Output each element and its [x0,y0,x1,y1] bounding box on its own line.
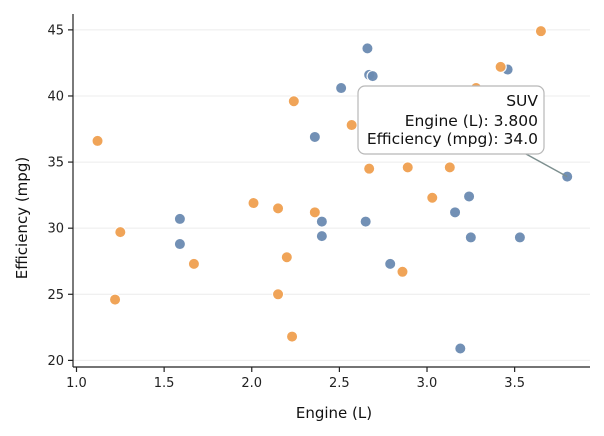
data-point [285,330,299,343]
data-point [401,161,414,174]
data-point [308,130,322,144]
x-axis-title: Engine (L) [296,404,372,422]
y-tick-label: 35 [47,156,64,171]
tooltip-box [357,85,545,155]
data-point [534,24,548,38]
y-tick-label: 25 [47,288,64,303]
data-point [443,161,456,174]
data-point [345,118,358,132]
data-point [271,202,285,215]
data-point [362,162,376,175]
grid-lines [73,29,590,361]
tooltip-connector [525,153,568,178]
x-tick-label: 2.5 [329,376,350,391]
y-tick-label: 20 [47,354,64,369]
y-axis-title: Efficiency (mpg) [13,157,31,279]
x-tick-label: 1.0 [66,376,87,391]
data-point [384,257,397,271]
y-axis-ticks: 20 25 30 35 40 45 [47,23,73,369]
data-point [361,42,374,55]
data-point [91,134,104,148]
x-tick-label: 3.0 [417,376,438,391]
data-point [464,231,478,244]
data-point [315,229,329,243]
data-point [396,265,409,279]
x-axis-ticks: 1.0 1.5 2.0 2.5 3.0 3.5 [66,367,525,391]
data-point [494,60,507,74]
data-point [462,190,476,203]
data-point [359,215,372,228]
tooltip-efficiency-line: Efficiency (mpg): 34.0 [367,130,538,148]
data-point [448,206,462,219]
tooltip-engine-line: Engine (L): 3.800 [405,112,538,130]
data-point [114,225,127,239]
y-tick-label: 40 [47,89,64,104]
tooltip: SUV Engine (L): 3.800 Efficiency (mpg): … [357,85,568,178]
data-point [271,288,285,301]
x-tick-label: 3.5 [504,376,525,391]
data-point [334,81,348,95]
data-point [513,231,527,244]
y-tick-label: 30 [47,222,64,237]
data-points [91,24,574,355]
data-point [287,95,301,108]
y-tick-label: 45 [47,23,64,38]
data-point [173,237,187,251]
axes [72,14,590,368]
data-point [247,196,260,210]
data-point [315,215,329,228]
data-point [173,212,187,226]
x-tick-label: 2.0 [241,376,262,391]
tooltip-title: SUV [506,92,538,110]
data-point [187,257,201,271]
data-point [454,342,467,355]
data-point [280,251,294,264]
data-point [108,293,122,306]
x-tick-label: 1.5 [154,376,175,391]
data-point [426,191,439,204]
data-point [308,206,322,219]
data-point [366,69,379,83]
